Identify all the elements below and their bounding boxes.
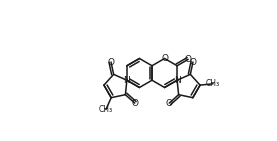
Text: CH₃: CH₃	[99, 105, 113, 114]
Text: O: O	[161, 54, 168, 63]
Text: N: N	[174, 76, 181, 85]
Text: O: O	[107, 58, 114, 67]
Text: O: O	[131, 99, 138, 108]
Text: N: N	[124, 76, 130, 85]
Text: O: O	[185, 55, 192, 64]
Text: O: O	[166, 99, 173, 108]
Text: O: O	[189, 58, 196, 67]
Text: CH₃: CH₃	[206, 79, 220, 88]
